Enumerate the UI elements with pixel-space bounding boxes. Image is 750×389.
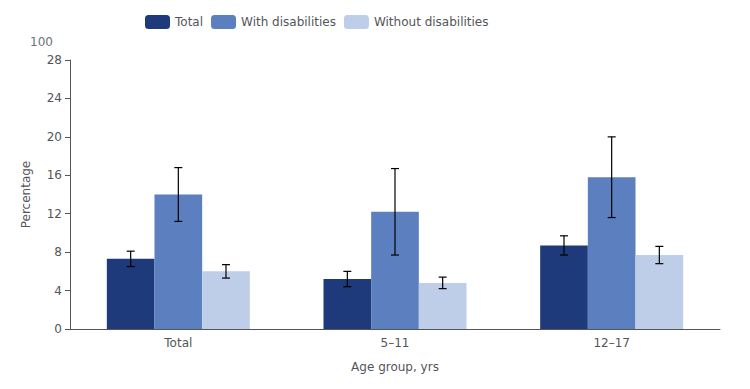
svg-text:24: 24 <box>47 91 62 105</box>
svg-text:Total: Total <box>163 336 192 350</box>
svg-text:8: 8 <box>54 245 62 259</box>
svg-text:28: 28 <box>47 53 62 67</box>
svg-text:5–11: 5–11 <box>381 336 410 350</box>
svg-text:0: 0 <box>54 322 62 336</box>
svg-text:12: 12 <box>47 207 62 221</box>
svg-text:Without disabilities: Without disabilities <box>374 15 489 29</box>
svg-text:20: 20 <box>47 130 62 144</box>
svg-text:4: 4 <box>54 284 62 298</box>
svg-text:16: 16 <box>47 168 62 182</box>
svg-text:12–17: 12–17 <box>593 336 630 350</box>
svg-text:Percentage: Percentage <box>19 161 33 229</box>
svg-text:100: 100 <box>30 35 53 49</box>
svg-text:Age group, yrs: Age group, yrs <box>351 360 439 374</box>
svg-text:With disabilities: With disabilities <box>241 15 336 29</box>
svg-text:Total: Total <box>174 15 203 29</box>
